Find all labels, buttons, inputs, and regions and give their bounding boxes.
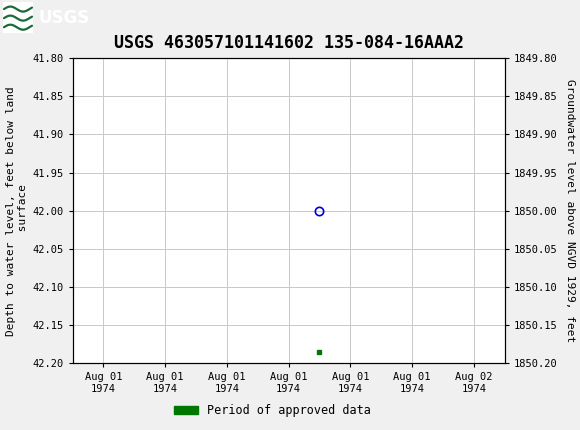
Legend: Period of approved data: Period of approved data — [169, 399, 376, 422]
Title: USGS 463057101141602 135-084-16AAA2: USGS 463057101141602 135-084-16AAA2 — [114, 34, 463, 52]
FancyBboxPatch shape — [3, 2, 33, 33]
Y-axis label: Groundwater level above NGVD 1929, feet: Groundwater level above NGVD 1929, feet — [566, 79, 575, 342]
Y-axis label: Depth to water level, feet below land
 surface: Depth to water level, feet below land su… — [6, 86, 28, 335]
Text: USGS: USGS — [38, 9, 89, 27]
